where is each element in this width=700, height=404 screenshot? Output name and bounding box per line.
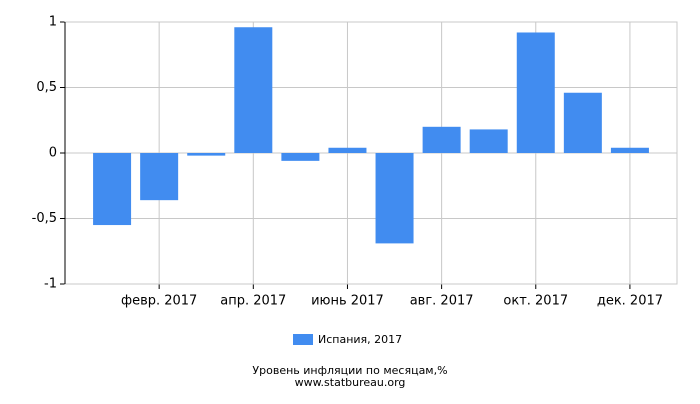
legend-label: Испания, 2017: [318, 333, 402, 346]
bar: [422, 126, 461, 153]
bar: [469, 129, 508, 153]
x-tick-label: февр. 2017: [121, 294, 197, 309]
bar: [563, 92, 602, 153]
x-tick-label: дек. 2017: [597, 294, 663, 309]
y-tick-label: 1: [49, 15, 57, 30]
bar: [375, 153, 414, 244]
source: www.statbureau.org: [295, 376, 406, 389]
bar: [93, 153, 132, 226]
bar: [187, 153, 226, 156]
x-tick-label: авг. 2017: [410, 294, 474, 309]
bar: [516, 32, 555, 154]
bar: [328, 147, 367, 153]
y-tick-label: -0,5: [32, 211, 57, 226]
legend-swatch: [293, 334, 313, 345]
x-tick-label: июнь 2017: [311, 294, 384, 309]
y-tick-label: -1: [44, 277, 57, 292]
y-tick-label: 0: [49, 146, 57, 161]
chart-title: Уровень инфляции по месяцам,%: [252, 364, 447, 377]
x-tick-label: апр. 2017: [220, 294, 286, 309]
x-tick-label: окт. 2017: [503, 294, 568, 309]
bar: [281, 153, 320, 161]
y-tick-label: 0,5: [36, 80, 57, 95]
bar: [234, 27, 273, 154]
bar: [610, 147, 649, 153]
bar: [140, 153, 179, 201]
